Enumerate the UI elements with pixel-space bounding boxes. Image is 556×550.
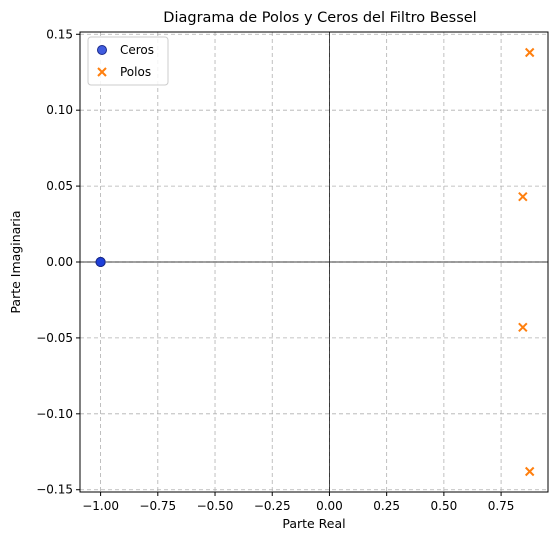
y-tick-label: 0.15 — [46, 27, 73, 41]
x-tick-label: −0.25 — [254, 499, 291, 513]
x-tick-label: −0.75 — [139, 499, 176, 513]
x-marker-stroke — [524, 466, 535, 477]
x-tick-label: 0.50 — [431, 499, 458, 513]
y-axis-label: Parte Imaginaria — [8, 210, 23, 313]
pole-point-polos — [524, 47, 535, 58]
legend-polos-label: Polos — [120, 65, 151, 79]
x-marker-stroke — [524, 47, 535, 58]
plot-area-frame — [79, 31, 549, 493]
x-marker-stroke — [97, 67, 107, 77]
pole-point-polos — [524, 466, 535, 477]
pole-point-polos — [518, 192, 528, 202]
y-tick-label: 0.10 — [46, 103, 73, 117]
pole-point-polos — [518, 322, 528, 332]
y-tick-label: −0.10 — [36, 407, 73, 421]
y-tick-label: −0.15 — [36, 483, 73, 497]
y-tick-label: −0.05 — [36, 331, 73, 345]
chart-title: Diagrama de Polos y Ceros del Filtro Bes… — [163, 10, 476, 26]
x-tick-label: 0.25 — [373, 499, 400, 513]
x-tick-label: −0.50 — [197, 499, 234, 513]
zero-point-ceros — [95, 257, 106, 267]
legend-polos-marker — [97, 67, 107, 77]
x-marker-stroke — [518, 322, 528, 332]
x-tick-label: −1.00 — [82, 499, 119, 513]
axis-ticks: −1.00 −0.75 −0.50 −0.25 0.00 0.25 0.50 0.75 −0.1… — [36, 27, 514, 513]
legend-box — [87, 36, 169, 86]
legend-ceros-label: Ceros — [120, 43, 154, 57]
y-tick-label: 0.05 — [46, 179, 73, 193]
y-tick-label: 0.00 — [46, 255, 73, 269]
x-axis-label: Parte Real — [282, 516, 345, 531]
data-points — [95, 47, 535, 477]
legend: Ceros Polos — [87, 36, 169, 86]
legend-circle-marker — [97, 45, 107, 55]
x-tick-label: 0.00 — [316, 499, 343, 513]
x-tick-label: 0.75 — [488, 499, 515, 513]
legend-ceros-marker — [97, 45, 107, 55]
x-marker-stroke — [518, 192, 528, 202]
legend-x-marker — [97, 67, 107, 77]
reference-lines — [80, 32, 548, 492]
